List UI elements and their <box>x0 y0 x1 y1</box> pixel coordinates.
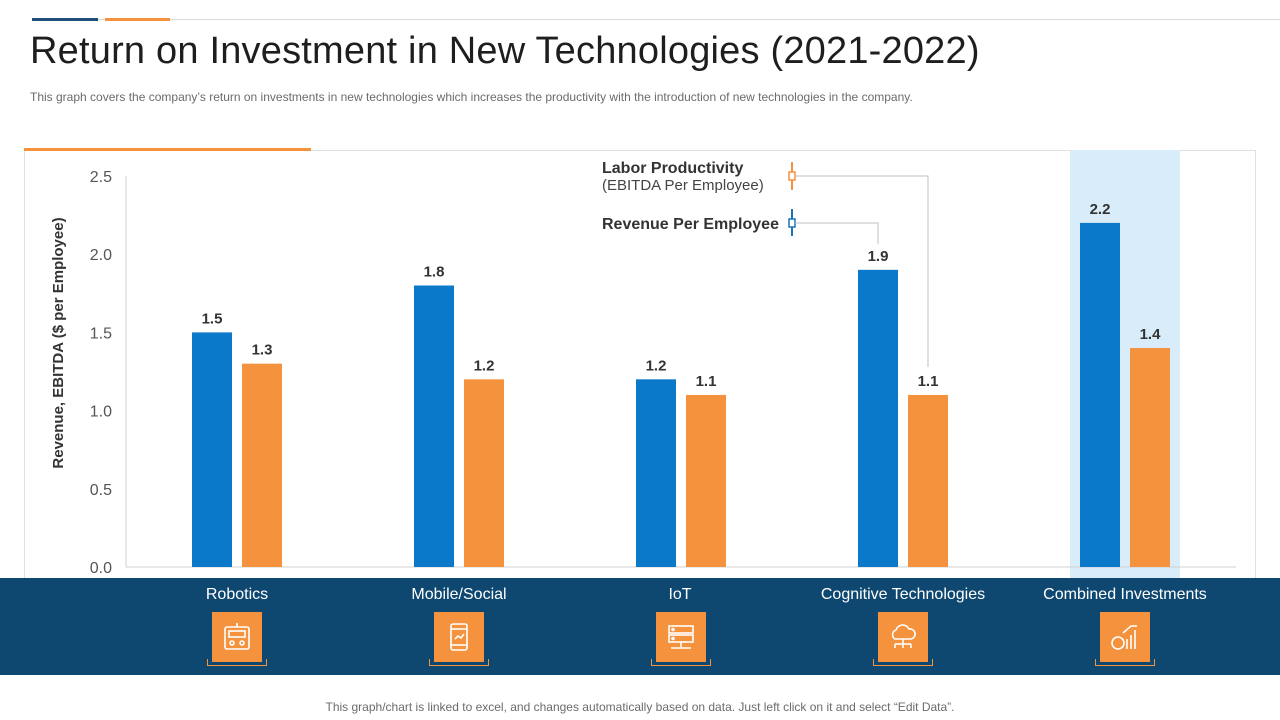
data-label-revenue: 1.5 <box>202 310 223 327</box>
header-rule <box>32 19 1280 20</box>
icon-frame <box>651 659 711 666</box>
bar-revenue <box>858 269 898 567</box>
legend-revenue-title: Revenue Per Employee <box>602 216 779 233</box>
legend-labor-title: Labor Productivity <box>602 160 743 177</box>
category-label-iot: IoT <box>668 586 692 603</box>
legend-labor-subtitle: (EBITDA Per Employee) <box>602 177 764 194</box>
data-label-revenue: 1.8 <box>424 263 445 280</box>
page-subtitle: This graph covers the company’s return o… <box>30 90 913 104</box>
category-label-combined: Combined Investments <box>1043 586 1207 603</box>
data-label-labor: 1.1 <box>696 373 717 390</box>
cloud-network-icon <box>878 612 928 662</box>
category-label-mobile-social: Mobile/Social <box>411 586 507 603</box>
y-tick-label: 0.0 <box>90 560 112 577</box>
y-tick-label: 1.0 <box>90 404 112 421</box>
legend-labor-connector <box>795 175 929 367</box>
bar-labor <box>242 363 282 567</box>
legend-revenue-marker-box <box>788 218 796 228</box>
page-title: Return on Investment in New Technologies… <box>30 30 980 72</box>
server-icon <box>656 612 706 662</box>
panel-accent <box>24 148 311 151</box>
y-axis-title: Revenue, EBITDA ($ per Employee) <box>50 217 67 468</box>
bar-labor <box>1130 348 1170 567</box>
data-label-revenue: 2.2 <box>1090 201 1111 218</box>
category-label-robotics: Robotics <box>205 586 269 603</box>
data-label-labor: 1.2 <box>474 357 495 374</box>
data-label-revenue: 1.9 <box>868 248 889 265</box>
header-accent-orange <box>105 18 170 21</box>
legend-labor-marker-box <box>788 171 796 181</box>
icon-frame <box>1095 659 1155 666</box>
icon-frame <box>873 659 933 666</box>
robot-icon <box>212 612 262 662</box>
legend-revenue-connector <box>795 222 879 244</box>
money-growth-icon <box>1100 612 1150 662</box>
bar-revenue <box>192 332 232 567</box>
header-accent-blue <box>32 18 98 21</box>
bar-labor <box>908 394 948 567</box>
category-label-cognitive: Cognitive Technologies <box>820 586 986 603</box>
mobile-icon <box>434 612 484 662</box>
bar-labor <box>686 394 726 567</box>
icon-frame <box>207 659 267 666</box>
data-label-labor: 1.1 <box>918 373 939 390</box>
data-label-labor: 1.3 <box>252 342 273 359</box>
bar-labor <box>464 379 504 567</box>
bar-revenue <box>414 285 454 567</box>
y-tick-label: 0.5 <box>90 482 112 499</box>
icon-frame <box>429 659 489 666</box>
y-tick-label: 1.5 <box>90 325 112 342</box>
data-label-revenue: 1.2 <box>646 357 667 374</box>
data-label-labor: 1.4 <box>1140 326 1162 343</box>
y-tick-label: 2.0 <box>90 247 112 264</box>
bar-revenue <box>1080 222 1120 568</box>
y-tick-label: 2.5 <box>90 169 112 186</box>
footer-note: This graph/chart is linked to excel, and… <box>325 700 955 714</box>
bar-revenue <box>636 379 676 567</box>
